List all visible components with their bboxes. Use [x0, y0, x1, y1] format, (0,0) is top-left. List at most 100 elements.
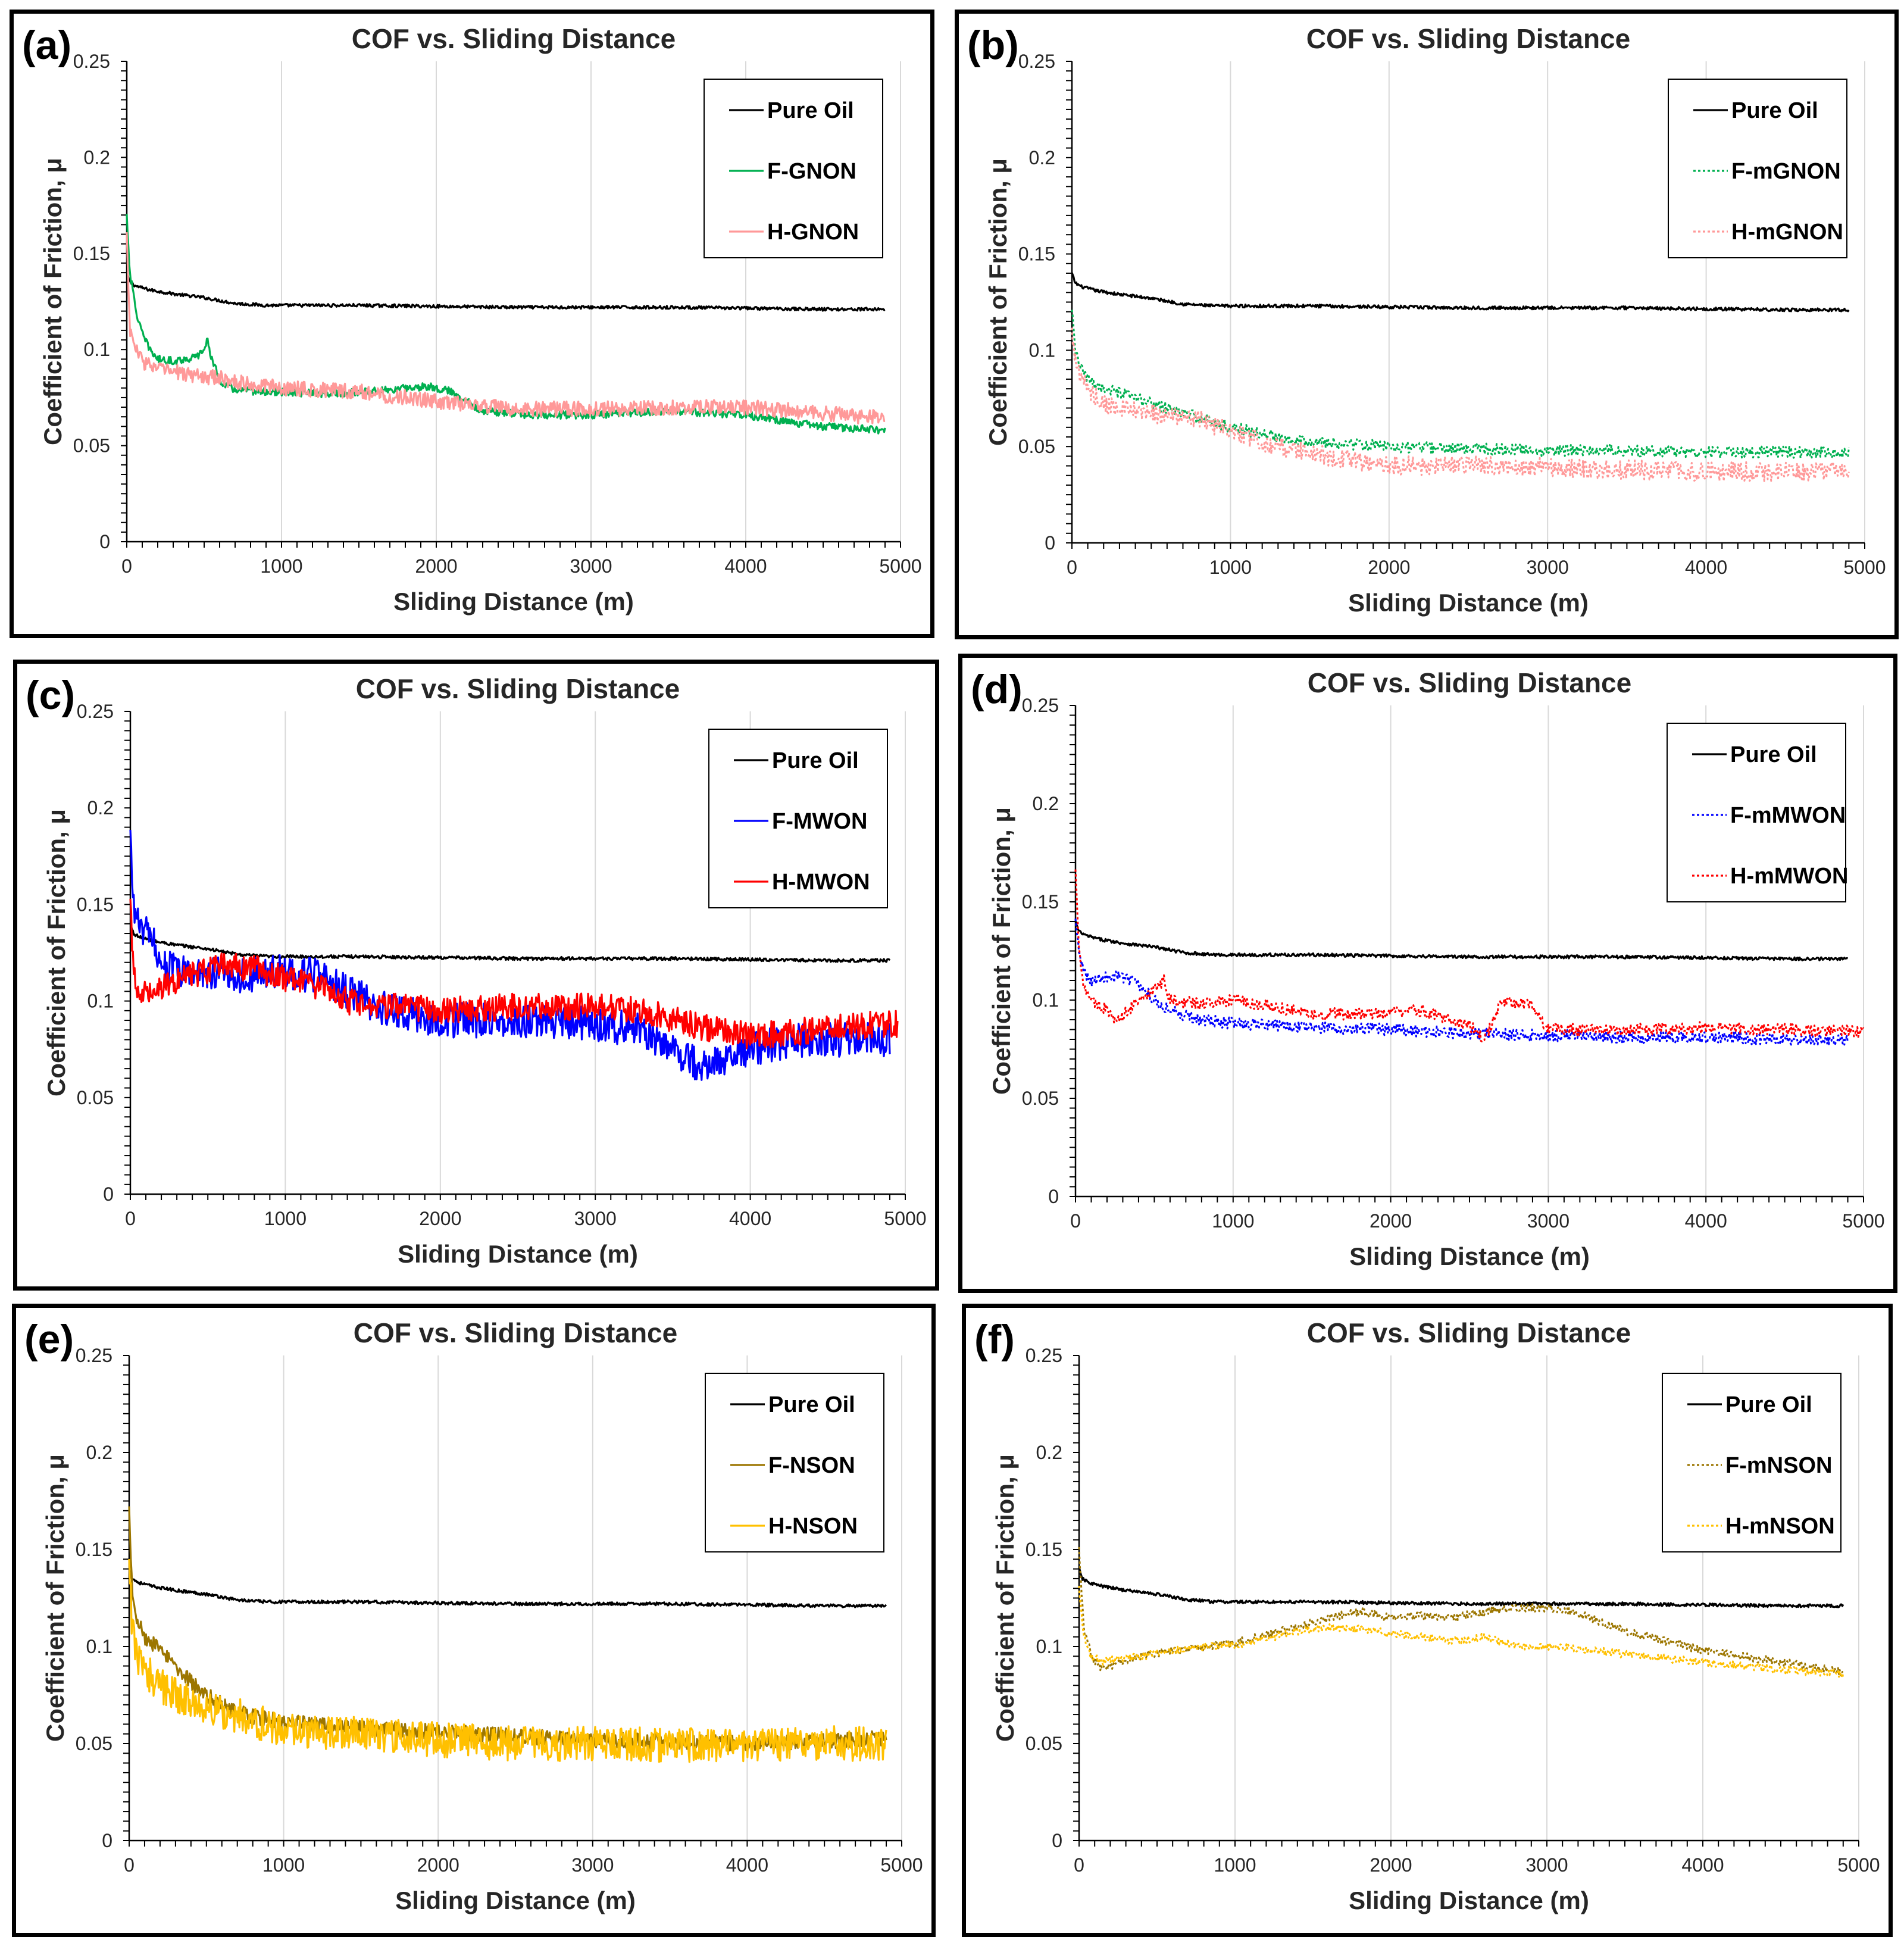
x-tick-label: 2000 [417, 1854, 459, 1876]
x-tick-label: 1000 [262, 1854, 305, 1876]
x-tick-label: 4000 [1681, 1854, 1724, 1876]
x-tick-label: 5000 [880, 1854, 923, 1876]
legend [705, 1373, 884, 1552]
legend [1668, 79, 1847, 258]
y-tick-label: 0.05 [76, 1733, 112, 1754]
x-tick-label: 3000 [1527, 1210, 1570, 1232]
series-line-pure-oil [126, 271, 886, 312]
series-line-pure-oil [128, 1567, 887, 1608]
chart-title: COF vs. Sliding Distance [352, 23, 676, 54]
panel-label: (d) [971, 667, 1023, 712]
series-line-pure-oil [1074, 920, 1848, 961]
x-tick-label: 5000 [1837, 1854, 1880, 1876]
chart-panel-f: (f) COF vs. Sliding Distance 0 1000 2000 3000… [962, 1304, 1893, 1937]
panel-label: (b) [967, 23, 1019, 68]
y-tick-label: 0.1 [87, 991, 114, 1012]
y-tick-label: 0 [1052, 1830, 1062, 1851]
x-axis-label: Sliding Distance (m) [393, 588, 634, 616]
y-axis-label: Coefficient of Friction, μ [41, 1454, 69, 1742]
x-tick-label: 5000 [884, 1208, 926, 1229]
y-tick-label: 0.05 [77, 1087, 114, 1108]
chart-panel-b: (b) COF vs. Sliding Distance 0 1000 2000 3000… [955, 10, 1899, 639]
x-tick-label: 2000 [1370, 1854, 1412, 1876]
legend-label: Pure Oil [1725, 1392, 1812, 1417]
x-tick-label: 4000 [1685, 1210, 1727, 1232]
y-tick-label: 0.15 [77, 894, 114, 915]
series-line-h-mgnon [1071, 327, 1850, 482]
legend-label: Pure Oil [1730, 742, 1817, 767]
y-tick-label: 0.2 [1033, 793, 1059, 814]
chart-svg: (c) COF vs. Sliding Distance 0 1000 2000 3000… [26, 673, 927, 1268]
x-tick-label: 0 [124, 1854, 135, 1876]
x-tick-label: 1000 [1209, 557, 1252, 578]
y-tick-label: 0.1 [84, 339, 110, 360]
y-tick-label: 0.1 [1036, 1636, 1062, 1657]
x-tick-label: 2000 [1370, 1210, 1412, 1232]
y-tick-label: 0.25 [77, 701, 114, 722]
x-tick-label: 4000 [729, 1208, 771, 1229]
series-line-h-mwon [129, 898, 899, 1049]
series-line-h-mnson [1078, 1585, 1844, 1678]
y-tick-label: 0.05 [73, 435, 110, 457]
x-axis-label: Sliding Distance (m) [1348, 589, 1589, 617]
chart-title: COF vs. Sliding Distance [356, 673, 680, 704]
panel-label: (a) [22, 23, 71, 68]
x-tick-label: 3000 [571, 1854, 614, 1876]
x-tick-label: 1000 [264, 1208, 307, 1229]
x-tick-label: 4000 [726, 1854, 768, 1876]
series-line-pure-oil [1071, 272, 1850, 313]
legend-label: Pure Oil [1731, 98, 1818, 123]
x-axis-label: Sliding Distance (m) [1349, 1242, 1590, 1270]
y-tick-label: 0.2 [1036, 1442, 1062, 1463]
chart-panel-c: (c) COF vs. Sliding Distance 0 1000 2000 3000… [13, 660, 939, 1291]
y-tick-label: 0.1 [86, 1636, 112, 1657]
x-tick-label: 0 [1067, 557, 1077, 578]
y-tick-label: 0.25 [1022, 695, 1059, 716]
x-tick-label: 3000 [1525, 1854, 1568, 1876]
x-tick-label: 3000 [574, 1208, 617, 1229]
chart-title: COF vs. Sliding Distance [1306, 23, 1630, 54]
legend-label: H-NSON [768, 1514, 858, 1539]
legend [708, 729, 888, 908]
x-tick-label: 3000 [570, 555, 612, 577]
x-tick-label: 2000 [1368, 557, 1410, 578]
y-tick-label: 0.1 [1033, 989, 1059, 1011]
series-line-f-gnon [126, 214, 886, 435]
x-tick-label: 5000 [879, 555, 921, 577]
series-line-h-gnon [126, 232, 886, 425]
chart-title: COF vs. Sliding Distance [1308, 667, 1631, 698]
chart-svg: (f) COF vs. Sliding Distance 0 1000 2000 3000… [974, 1317, 1880, 1914]
x-tick-label: 0 [121, 555, 132, 577]
x-axis-label: Sliding Distance (m) [398, 1240, 638, 1268]
x-axis-label: Sliding Distance (m) [1349, 1886, 1589, 1914]
legend-label: F-NSON [768, 1453, 855, 1478]
y-tick-label: 0.25 [73, 51, 110, 72]
legend-label: Pure Oil [767, 98, 854, 123]
panel-label: (c) [26, 673, 75, 718]
x-tick-label: 0 [1074, 1854, 1084, 1876]
chart-svg: (b) COF vs. Sliding Distance 0 1000 2000 3000… [967, 23, 1886, 617]
x-tick-label: 5000 [1842, 1210, 1884, 1232]
y-tick-label: 0.05 [1022, 1088, 1059, 1109]
legend-label: F-mNSON [1725, 1453, 1832, 1478]
x-tick-label: 4000 [724, 555, 767, 577]
chart-svg: (e) COF vs. Sliding Distance 0 1000 2000 3000… [24, 1317, 923, 1914]
y-tick-label: 0.2 [86, 1442, 112, 1463]
panel-label: (f) [974, 1317, 1015, 1362]
x-tick-label: 1000 [1214, 1854, 1256, 1876]
x-tick-label: 4000 [1685, 557, 1727, 578]
legend [1662, 1373, 1842, 1552]
y-tick-label: 0 [103, 1183, 114, 1205]
x-tick-label: 2000 [419, 1208, 461, 1229]
x-tick-label: 0 [1070, 1210, 1081, 1232]
panel-label: (e) [24, 1317, 74, 1362]
x-axis-label: Sliding Distance (m) [395, 1886, 636, 1914]
y-tick-label: 0.25 [1026, 1345, 1062, 1366]
chart-title: COF vs. Sliding Distance [354, 1317, 677, 1348]
y-tick-label: 0.2 [84, 146, 110, 168]
x-tick-label: 1000 [1212, 1210, 1254, 1232]
legend-label: H-MWON [772, 870, 870, 895]
y-tick-label: 0.2 [1029, 147, 1055, 168]
chart-title: COF vs. Sliding Distance [1307, 1317, 1631, 1348]
chart-panel-a: (a) COF vs. Sliding Distance 0 1000 2000 3000… [10, 10, 934, 638]
